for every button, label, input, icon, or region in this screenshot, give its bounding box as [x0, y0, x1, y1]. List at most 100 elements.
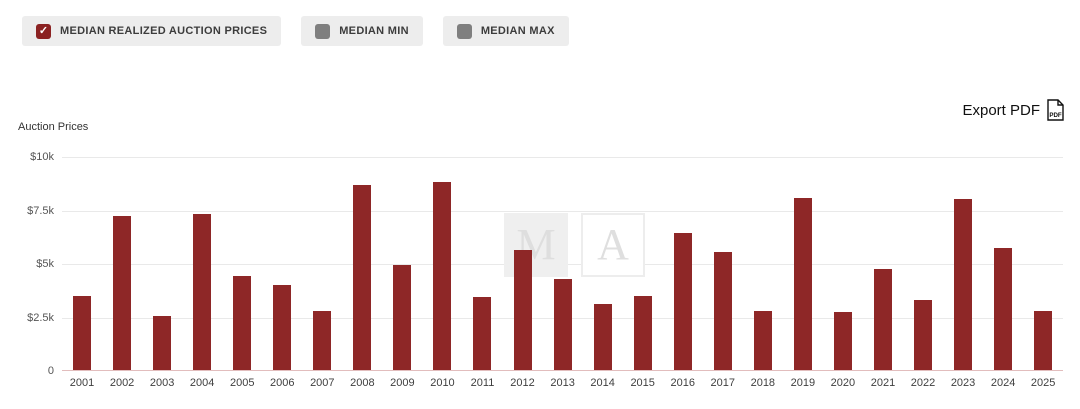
gridline — [62, 210, 1063, 212]
y-tick-label: $7.5k — [27, 204, 54, 217]
bar-2015[interactable] — [623, 157, 663, 371]
watermark: M A — [504, 213, 645, 277]
bar-rect — [153, 316, 172, 371]
bar-rect — [753, 311, 772, 371]
x-tick-2014: 2014 — [590, 377, 615, 389]
bar-2011[interactable] — [462, 157, 502, 371]
bar-2012[interactable] — [503, 157, 543, 371]
x-tick-2002: 2002 — [109, 377, 135, 389]
toggle-label: MEDIAN REALIZED AUCTION PRICES — [60, 25, 268, 37]
bar-rect — [313, 311, 332, 371]
bar-2014[interactable] — [583, 157, 623, 371]
bar-rect — [833, 312, 852, 371]
x-tick-2007: 2007 — [310, 377, 335, 389]
x-tick-2019: 2019 — [790, 377, 816, 389]
x-tick-2003: 2003 — [149, 377, 175, 389]
bar-rect — [673, 232, 692, 371]
bar-2009[interactable] — [382, 157, 422, 371]
bar-2008[interactable] — [342, 157, 382, 371]
x-tick-2020: 2020 — [830, 377, 856, 389]
bar-rect — [433, 181, 452, 371]
bar-2013[interactable] — [543, 157, 583, 371]
bar-2019[interactable] — [783, 157, 823, 371]
x-tick-2004: 2004 — [189, 377, 215, 389]
bar-rect — [113, 215, 132, 371]
y-tick-label: $10k — [30, 151, 54, 163]
bar-rect — [713, 252, 732, 371]
bar-series — [62, 157, 1063, 371]
bar-2003[interactable] — [142, 157, 182, 371]
x-tick-2018: 2018 — [750, 377, 776, 389]
bar-rect — [1034, 311, 1053, 371]
bar-2020[interactable] — [823, 157, 863, 371]
chart-title: Auction Prices — [18, 121, 89, 133]
bar-2025[interactable] — [1023, 157, 1063, 371]
bar-rect — [353, 184, 372, 371]
toggle-median-realized-auction-prices[interactable]: ✓ MEDIAN REALIZED AUCTION PRICES — [22, 16, 282, 46]
bar-2016[interactable] — [663, 157, 703, 371]
bar-2010[interactable] — [422, 157, 462, 371]
bar-rect — [273, 285, 292, 371]
bar-rect — [193, 213, 212, 371]
x-tick-2006: 2006 — [270, 377, 295, 389]
pdf-file-icon: PDF — [1046, 99, 1065, 121]
bar-rect — [393, 265, 412, 371]
bar-2023[interactable] — [943, 157, 983, 371]
y-tick-label: 0 — [47, 365, 54, 377]
bar-2002[interactable] — [102, 157, 142, 371]
bar-rect — [553, 278, 572, 371]
bar-rect — [954, 198, 973, 371]
bar-rect — [473, 297, 492, 371]
x-tick-2023: 2023 — [950, 377, 976, 389]
x-tick-2001: 2001 — [69, 377, 95, 389]
bar-rect — [873, 269, 892, 371]
gridline — [62, 157, 1063, 158]
x-tick-2012: 2012 — [510, 377, 535, 389]
bar-chart-plot-area: M A — [62, 157, 1063, 371]
x-tick-2005: 2005 — [229, 377, 255, 389]
bar-2005[interactable] — [222, 157, 262, 371]
x-tick-2024: 2024 — [990, 377, 1016, 389]
y-axis: $10k $7.5k $5k $2.5k 0 — [0, 151, 54, 377]
y-tick-label: $2.5k — [27, 311, 54, 324]
bar-2022[interactable] — [903, 157, 943, 371]
bar-2001[interactable] — [62, 157, 102, 371]
checkbox-unchecked-icon — [456, 23, 472, 39]
x-axis-labels: 2001 2002 2003 2004 2005 2006 2007 2008 2009 2010… — [62, 377, 1063, 389]
bar-2017[interactable] — [703, 157, 743, 371]
toggle-label: MEDIAN MAX — [480, 25, 555, 37]
bar-rect — [73, 296, 92, 371]
x-tick-2021: 2021 — [870, 377, 896, 389]
toggle-label: MEDIAN MIN — [339, 25, 409, 37]
x-tick-2022: 2022 — [910, 377, 936, 389]
toggle-median-min[interactable]: MEDIAN MIN — [301, 16, 423, 46]
export-pdf-button[interactable]: Export PDF PDF — [962, 99, 1065, 121]
bar-rect — [593, 303, 612, 371]
bar-2006[interactable] — [262, 157, 302, 371]
x-tick-2008: 2008 — [350, 377, 375, 389]
x-tick-2011: 2011 — [470, 377, 495, 389]
x-axis-line — [62, 370, 1063, 371]
y-tick-label: $5k — [36, 258, 54, 270]
x-tick-2009: 2009 — [390, 377, 415, 389]
bar-2021[interactable] — [863, 157, 903, 371]
x-tick-2010: 2010 — [430, 377, 455, 389]
bar-2018[interactable] — [743, 157, 783, 371]
bar-rect — [914, 300, 932, 371]
bar-2004[interactable] — [182, 157, 222, 371]
toggle-median-max[interactable]: MEDIAN MAX — [442, 16, 569, 46]
series-toggle-row: ✓ MEDIAN REALIZED AUCTION PRICES MEDIAN … — [22, 16, 569, 46]
checkbox-checked-icon: ✓ — [36, 23, 51, 39]
bar-2007[interactable] — [302, 157, 342, 371]
checkbox-unchecked-icon — [315, 23, 331, 39]
x-tick-2013: 2013 — [550, 377, 575, 389]
bar-rect — [513, 250, 532, 371]
x-tick-2016: 2016 — [670, 377, 695, 389]
bar-rect — [633, 296, 652, 371]
x-tick-2017: 2017 — [710, 377, 736, 389]
x-tick-2025: 2025 — [1030, 377, 1056, 389]
bar-2024[interactable] — [983, 157, 1023, 371]
watermark-letter-a: A — [581, 213, 645, 277]
export-pdf-label: Export PDF — [962, 101, 1040, 119]
bar-rect — [233, 275, 252, 371]
